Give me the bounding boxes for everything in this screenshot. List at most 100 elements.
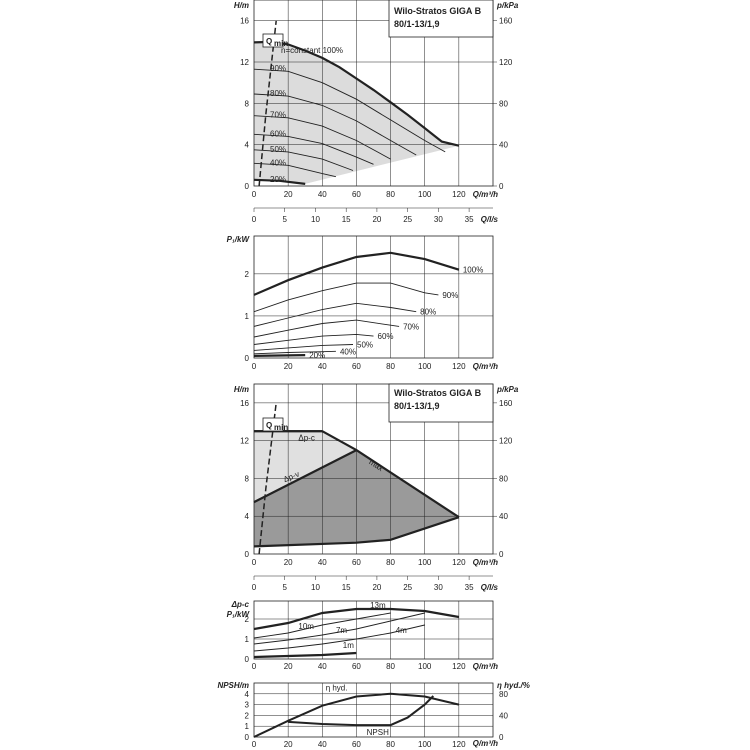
- x-tick-label: 60: [352, 362, 361, 371]
- y-tick-label: 4: [245, 690, 250, 699]
- h-panel-2-frame: [253, 383, 494, 555]
- y2-tick-label: 0: [499, 550, 504, 559]
- title-box-top: Wilo-Stratos GIGA B 80/1-13/1,9: [388, 0, 494, 38]
- x-tick-label: 80: [386, 190, 395, 199]
- y-axis-label: P₁/kW: [227, 235, 251, 244]
- y2-tick-label: 120: [499, 58, 513, 67]
- control-curve-min: [253, 516, 460, 548]
- dp-c-label: Δp-c: [298, 434, 314, 443]
- title-line1: Wilo-Stratos GIGA B: [394, 6, 482, 16]
- x-tick-label: 0: [252, 362, 257, 371]
- dpc-label: 13m: [370, 601, 386, 610]
- x-tick-label: 80: [386, 362, 395, 371]
- qmin-label: Q: [266, 37, 272, 46]
- dpc-label: 10m: [298, 622, 314, 631]
- y2-axis-label: p/kPa: [496, 385, 519, 394]
- y-tick-label: 1: [245, 635, 250, 644]
- speed-curve-label: 70%: [270, 111, 286, 120]
- npsh-curve: [288, 695, 435, 727]
- y2-axis-label: η hyd./%: [497, 681, 530, 690]
- power-curve-label: 50%: [357, 341, 373, 350]
- y-tick-label: 2: [245, 615, 250, 624]
- y-tick-label: 12: [240, 58, 249, 67]
- x-axis-label: Q/m³/h: [473, 662, 498, 671]
- qmin-box-2: [262, 417, 284, 432]
- x-tick-label: 120: [452, 558, 466, 567]
- dpc-curve-7m: [253, 612, 425, 645]
- y-tick-label: 12: [240, 437, 249, 446]
- x2-tick-label: 10: [311, 583, 320, 592]
- dpc-label: 1m: [343, 641, 354, 650]
- eta-label: η hyd.: [326, 684, 348, 693]
- speed-curve-70: [253, 115, 391, 160]
- eta-curve: [253, 692, 460, 738]
- speed-curve-60: [253, 133, 374, 165]
- x-axis-label: Q/m³/h: [473, 190, 498, 199]
- qmin-line: [258, 20, 277, 187]
- x-tick-label: 100: [418, 558, 432, 567]
- qmin-sub-label: min: [274, 39, 288, 48]
- x-tick-label: 20: [284, 662, 293, 671]
- y-tick-label: 2: [245, 270, 250, 279]
- power-curve-60: [253, 333, 374, 345]
- power-curve-label: 90%: [442, 291, 458, 300]
- x-tick-label: 40: [318, 740, 327, 749]
- dpc-curve-4m: [253, 624, 425, 652]
- qmin-label-2: Q: [266, 421, 272, 430]
- speed-curve-80: [253, 93, 417, 156]
- title-line1-mid: Wilo-Stratos GIGA B: [394, 388, 482, 398]
- x2-tick-label: 35: [465, 215, 474, 224]
- npsh-label: NPSH: [367, 728, 389, 737]
- y2-tick-label: 160: [499, 399, 513, 408]
- grid-layer: [253, 0, 497, 738]
- x2-tick-label: 25: [403, 215, 412, 224]
- x-tick-label: 40: [318, 662, 327, 671]
- y-tick-label: 8: [245, 99, 250, 108]
- x-tick-label: 0: [252, 190, 257, 199]
- y-tick-label: 16: [240, 399, 249, 408]
- x-tick-label: 40: [318, 190, 327, 199]
- x2-tick-label: 5: [283, 583, 288, 592]
- power-curve-90: [253, 282, 439, 313]
- power-curve-40: [253, 350, 336, 355]
- x-tick-label: 40: [318, 362, 327, 371]
- y-axis-label-2: P₁/kW: [227, 610, 251, 619]
- power-curve-label: 60%: [378, 332, 394, 341]
- p1-panel-frame: [253, 235, 494, 359]
- x-tick-label: 80: [386, 558, 395, 567]
- x-tick-label: 60: [352, 740, 361, 749]
- curve-layer: [253, 20, 460, 738]
- x-tick-label: 100: [418, 662, 432, 671]
- x2-tick-label: 30: [434, 583, 443, 592]
- x2-tick-label: 5: [283, 215, 288, 224]
- speed-curve-label: 80%: [270, 89, 286, 98]
- y-tick-label: 0: [245, 733, 250, 742]
- y-tick-label: 0: [245, 182, 250, 191]
- x-tick-label: 120: [452, 740, 466, 749]
- power-curve-label: 100%: [463, 266, 483, 275]
- power-curve-label: 80%: [420, 308, 436, 317]
- dpc-curve-13m: [253, 607, 460, 631]
- qmin-box: [262, 33, 284, 48]
- title-line2-mid: 80/1-13/1,9: [394, 401, 440, 411]
- dp-c-fill: [254, 431, 357, 503]
- power-curve-20: [253, 354, 306, 357]
- y-axis-label: NPSH/m: [217, 681, 249, 690]
- x2-tick-label: 10: [311, 215, 320, 224]
- power-curve-50: [253, 344, 354, 351]
- power-curve-100: [253, 251, 460, 296]
- x-tick-label: 80: [386, 740, 395, 749]
- x-tick-label: 60: [352, 662, 361, 671]
- x2-axis-label: Q/l/s: [481, 583, 499, 592]
- x2-tick-label: 30: [434, 215, 443, 224]
- power-curve-label: 40%: [340, 347, 356, 356]
- y2-tick-label: 40: [499, 512, 508, 521]
- h-panel-1-frame: [253, 0, 494, 187]
- dpc-curve-10m: [253, 612, 391, 639]
- speed-curve-label: 90%: [270, 64, 286, 73]
- x-tick-label: 20: [284, 740, 293, 749]
- y-axis-label: H/m: [234, 1, 249, 10]
- n-constant-label: n=constant 100%: [281, 46, 343, 55]
- x-tick-label: 20: [284, 190, 293, 199]
